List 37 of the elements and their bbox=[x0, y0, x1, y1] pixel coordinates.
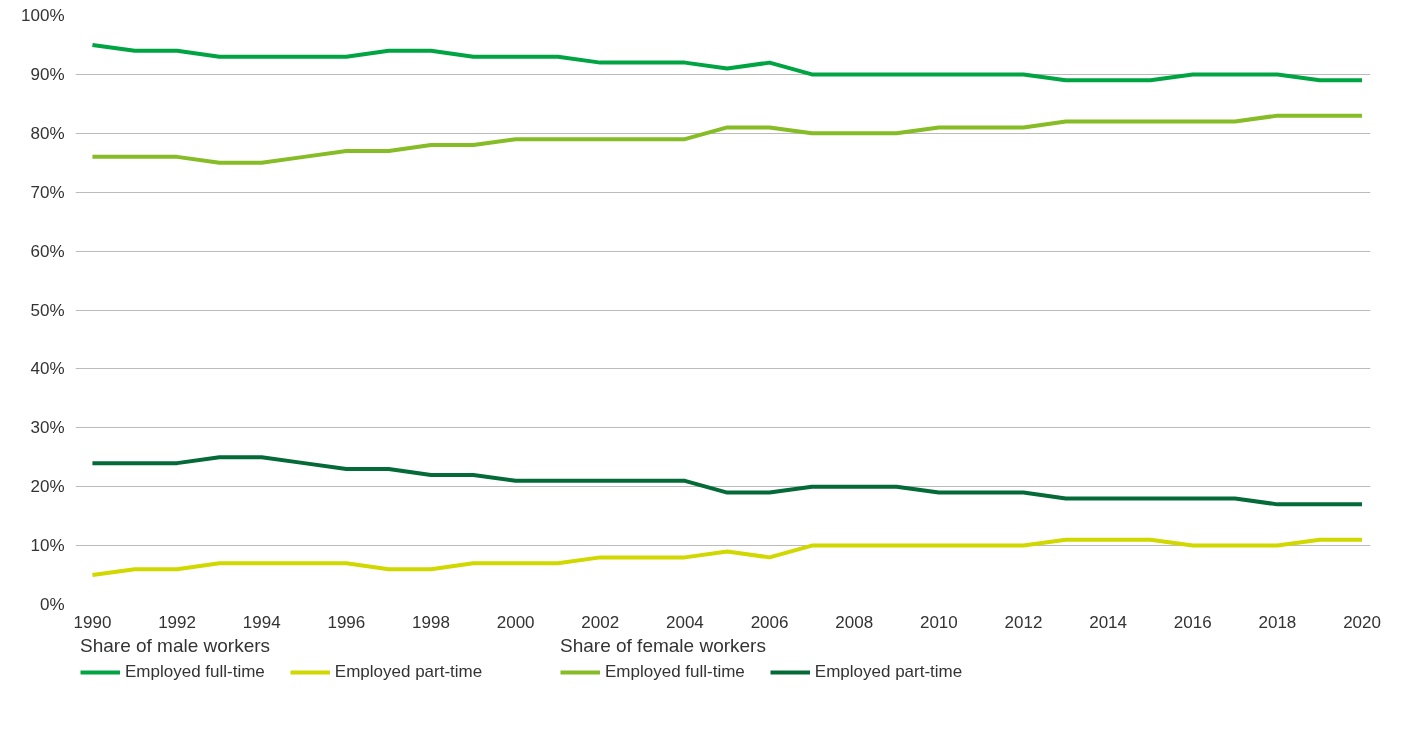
x-tick-label: 2002 bbox=[581, 612, 620, 632]
x-tick-label: 2004 bbox=[666, 612, 704, 632]
x-tick-label: 2006 bbox=[750, 612, 789, 632]
x-tick-label: 2008 bbox=[835, 612, 874, 632]
text: Share of female workers bbox=[560, 635, 767, 657]
x-tick-label: 1994 bbox=[242, 612, 281, 632]
y-tick-label: 30% bbox=[30, 418, 65, 438]
x-tick-label: 2018 bbox=[1258, 612, 1297, 632]
y-tick-label: 100% bbox=[21, 6, 65, 25]
y-tick-label: 0% bbox=[39, 595, 65, 614]
y-tick-label: 20% bbox=[30, 477, 65, 497]
x-tick-label: 2020 bbox=[1343, 612, 1381, 632]
x-tick-label: 1992 bbox=[158, 612, 196, 632]
line-series bbox=[90, 455, 1365, 507]
legend-label: Employed part-time bbox=[814, 662, 963, 682]
y-tick-label: 80% bbox=[30, 123, 65, 143]
y-tick-label: 50% bbox=[30, 300, 65, 320]
y-tick-label: 70% bbox=[30, 182, 65, 202]
x-tick-label: 1990 bbox=[73, 612, 112, 632]
legend-label: Employed part-time bbox=[334, 662, 483, 682]
x-tick-label: 2016 bbox=[1173, 612, 1212, 632]
y-tick-label: 40% bbox=[30, 359, 65, 379]
y-tick-label: 60% bbox=[30, 241, 65, 261]
y-tick-label: 10% bbox=[30, 536, 65, 556]
line-series bbox=[90, 113, 1365, 165]
line-series bbox=[90, 537, 1365, 578]
legend-label: Employed full-time bbox=[605, 662, 745, 682]
x-tick-label: 1998 bbox=[412, 612, 450, 632]
y-tick-label: 90% bbox=[30, 64, 65, 84]
x-tick-label: 2000 bbox=[496, 612, 535, 632]
legend-label: Employed full-time bbox=[125, 662, 265, 682]
x-tick-label: 2014 bbox=[1089, 612, 1128, 632]
x-tick-label: 2012 bbox=[1004, 612, 1043, 632]
x-tick-label: 1996 bbox=[327, 612, 366, 632]
line-series bbox=[90, 42, 1365, 83]
x-tick-label: 2010 bbox=[919, 612, 958, 632]
text: Share of male workers bbox=[80, 635, 272, 657]
